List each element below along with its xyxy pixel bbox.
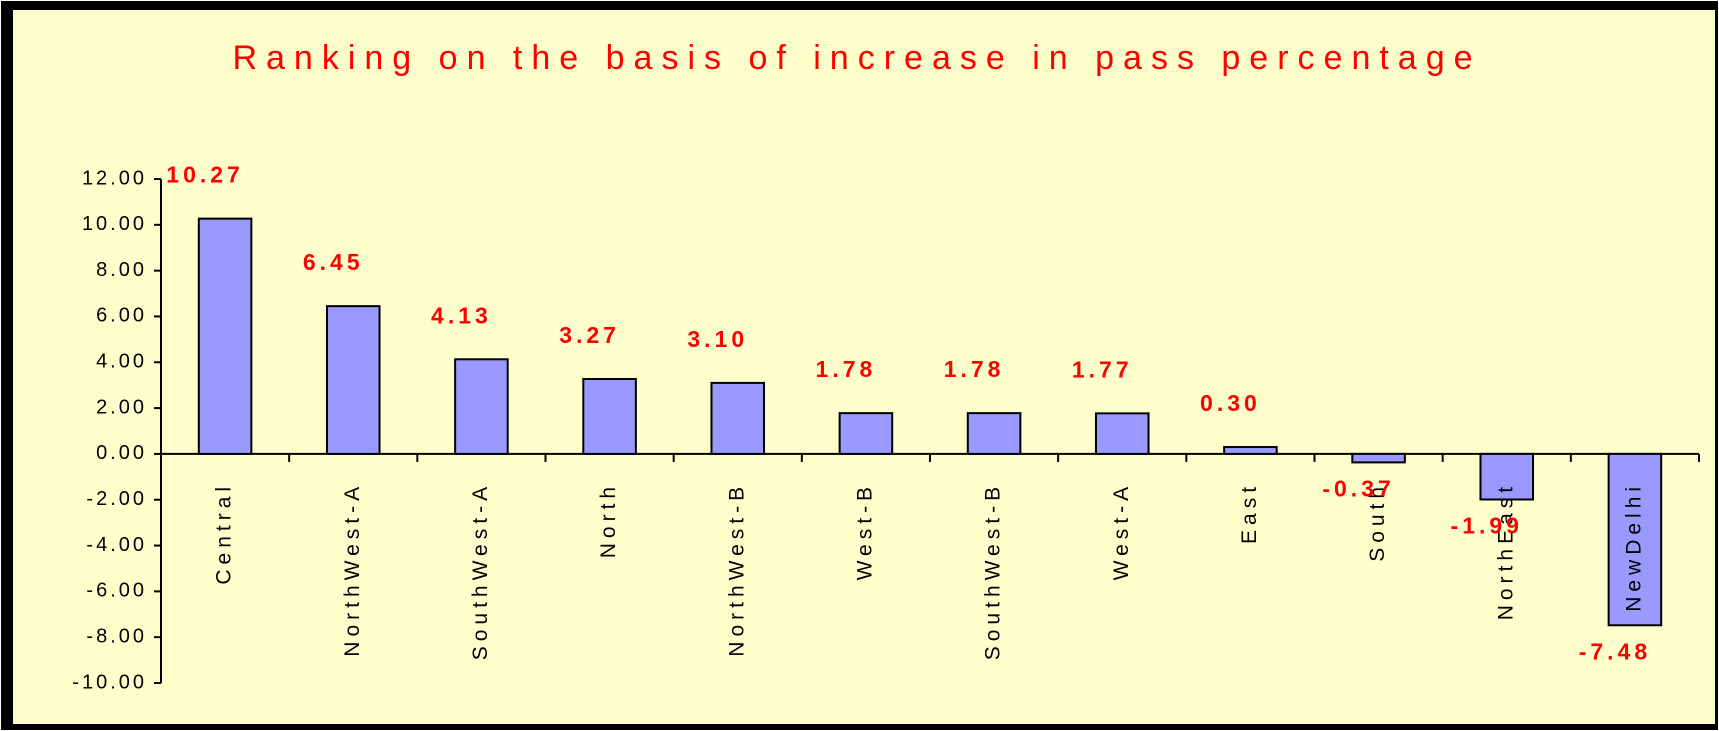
value-label: 6.45 xyxy=(303,249,364,275)
value-label: -7.48 xyxy=(1579,638,1651,664)
y-tick-label: 6.00 xyxy=(96,305,147,327)
y-tick-label: 8.00 xyxy=(96,259,147,281)
bar xyxy=(1479,452,1535,501)
y-tick-label: -10.00 xyxy=(72,671,147,693)
x-tick-label: NewDelhi xyxy=(1622,482,1645,612)
bar xyxy=(325,305,381,455)
y-tick-label: 10.00 xyxy=(82,213,147,235)
y-tick-label: 12.00 xyxy=(82,167,147,189)
value-label: 1.78 xyxy=(944,356,1005,382)
x-tick-label: East xyxy=(1238,482,1261,544)
x-tick-label: West-A xyxy=(1110,482,1133,580)
x-tick-label: North xyxy=(597,482,620,558)
y-tick-label: 0.00 xyxy=(96,442,147,464)
bar xyxy=(710,381,766,455)
x-tick-label: South xyxy=(1366,482,1389,562)
value-label: 10.27 xyxy=(166,162,244,188)
x-tick-label: Central xyxy=(213,482,236,585)
value-label: 3.10 xyxy=(687,326,748,352)
y-tick-label: 4.00 xyxy=(96,351,147,373)
bar xyxy=(197,217,253,455)
value-label: 0.30 xyxy=(1200,390,1261,416)
bar xyxy=(1351,452,1406,464)
bar xyxy=(454,358,509,455)
bar xyxy=(1223,446,1278,455)
y-tick-label: -2.00 xyxy=(86,488,147,510)
bar xyxy=(1607,452,1663,627)
value-label: 3.27 xyxy=(559,322,620,348)
bar xyxy=(966,412,1022,455)
bar xyxy=(838,412,894,455)
x-tick-label: West-B xyxy=(853,482,876,580)
y-tick-label: 2.00 xyxy=(96,396,147,418)
chart-area xyxy=(11,8,1717,726)
x-tick-label: SouthWest-A xyxy=(469,482,492,660)
value-label: 4.13 xyxy=(431,302,492,328)
bar xyxy=(1094,412,1150,455)
bar xyxy=(582,377,637,455)
y-tick-label: -4.00 xyxy=(86,534,147,556)
y-tick-label: -6.00 xyxy=(86,580,147,602)
y-tick-label: -8.00 xyxy=(86,625,147,647)
value-label: -1.99 xyxy=(1451,513,1523,539)
x-tick-label: NorthWest-B xyxy=(725,482,748,657)
value-label: 1.77 xyxy=(1072,356,1133,382)
value-label: 1.78 xyxy=(816,356,877,382)
x-tick-label: NorthEast xyxy=(1494,482,1517,620)
x-tick-label: SouthWest-B xyxy=(982,482,1005,660)
x-tick-label: NorthWest-A xyxy=(341,482,364,657)
chart-title: Ranking on the basis of increase in pass… xyxy=(232,39,1481,77)
value-label: -0.37 xyxy=(1322,475,1394,501)
